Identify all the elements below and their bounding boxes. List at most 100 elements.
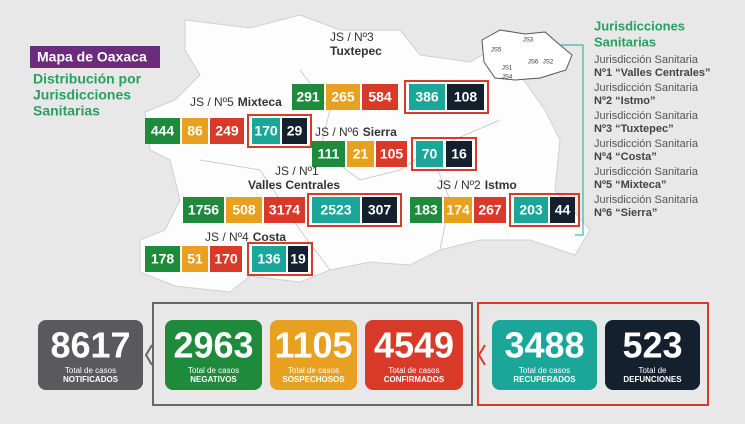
case-box [145,118,180,144]
case-count: 291 [296,89,320,105]
legend-name: Nº3 “Tuxtepec” [594,123,674,135]
legend-name: Nº4 “Costa” [594,151,657,163]
case-count: 444 [151,123,175,139]
outcome-frame [509,193,580,227]
total-value: 3488 [504,325,584,366]
legend-title: Jurisdicciones [594,18,685,33]
mini-map-label: JS3 [523,38,534,44]
jurisdiction-name: Tuxtepec [330,44,382,58]
case-box [347,141,374,167]
case-box [282,118,307,144]
total-box [605,320,700,390]
jurisdiction-name: Sierra [363,125,397,139]
mini-map-connector [560,44,584,236]
total-label: NOTIFICADOS [63,375,119,384]
total-caption: Total de casos [388,366,439,375]
arrow [144,344,153,366]
total-box [165,320,262,390]
case-count: 307 [368,202,392,218]
case-box [326,84,360,110]
total-label: SOSPECHOSOS [282,375,345,384]
title-badge [30,46,160,68]
case-count: 105 [380,146,404,162]
case-box [182,118,208,144]
outcome-frame [307,193,402,227]
case-box [252,118,280,144]
total-value: 523 [622,325,682,366]
legend-name: Nº5 “Mixteca” [594,179,667,191]
mini-map [481,29,573,81]
case-count: 21 [353,146,369,162]
total-caption: Total de [638,366,667,375]
case-box [145,246,180,272]
case-box [183,197,224,223]
total-label: RECUPERADOS [513,375,576,384]
jurisdiction-name: Mixteca [238,95,282,109]
case-count: 174 [446,202,470,218]
legend-name: Nº6 “Sierra” [594,207,657,219]
case-count: 584 [368,89,392,105]
case-count: 29 [287,123,303,139]
case-count: 136 [257,251,281,267]
case-count: 3174 [269,202,300,218]
total-label: DEFUNCIONES [623,375,682,384]
total-value: 1105 [274,325,352,366]
case-box [288,246,308,272]
outcome-frame [247,114,312,148]
case-count: 170 [214,251,238,267]
bracket-frame [152,302,473,406]
outcome-frame [404,80,489,114]
case-box [444,197,472,223]
jurisdiction-prefix: JS / Nº4 [205,230,249,244]
case-box [312,141,345,167]
case-box [416,141,443,167]
mini-map-label: JS6 [528,60,539,66]
outcome-frame [247,242,313,276]
case-box [252,246,286,272]
case-box [447,84,484,110]
case-count: 51 [187,251,203,267]
case-box [210,118,244,144]
legend-line: Jurisdicción Sanitaria [594,194,699,206]
case-box [514,197,548,223]
case-count: 16 [451,146,467,162]
case-count: 19 [290,251,306,267]
total-label: NEGATIVOS [190,375,237,384]
case-count: 265 [331,89,355,105]
total-value: 2963 [173,325,253,366]
legend-line: Jurisdicción Sanitaria [594,138,699,150]
case-count: 111 [318,146,340,162]
case-box [292,84,324,110]
mini-map-label: JS1 [502,66,513,72]
case-count: 2523 [320,202,351,218]
legend-name: Nº1 “Valles Centrales” [594,67,711,79]
outcome-frame [411,137,477,171]
subtitle: Sanitarias [33,103,100,119]
subtitle: Jurisdicciones [33,87,131,103]
total-value: 8617 [50,325,130,366]
case-box [550,197,575,223]
case-box [210,246,242,272]
case-count: 70 [422,146,438,162]
total-caption: Total de casos [65,366,116,375]
legend-name: Nº2 “Istmo” [594,95,655,107]
legend-title: Sanitarias [594,34,656,49]
jurisdiction-name: Istmo [485,178,517,192]
mini-map-label: JS2 [543,60,554,66]
case-count: 86 [187,123,203,139]
jurisdiction-name: Costa [253,230,287,244]
title: Mapa de Oaxaca [37,49,147,65]
total-caption: Total de casos [188,366,239,375]
bracket-frame [477,302,709,406]
case-count: 386 [415,89,439,105]
case-count: 108 [454,89,478,105]
legend-line: Jurisdicción Sanitaria [594,82,699,94]
mini-map-label: JS5 [491,48,502,54]
total-box [365,320,463,390]
jurisdiction-prefix: JS / Nº2 [437,178,481,192]
jurisdiction-name: Valles Centrales [248,178,340,192]
legend-line: Jurisdicción Sanitaria [594,166,699,178]
case-box [410,197,442,223]
case-box [264,197,305,223]
case-box [376,141,407,167]
